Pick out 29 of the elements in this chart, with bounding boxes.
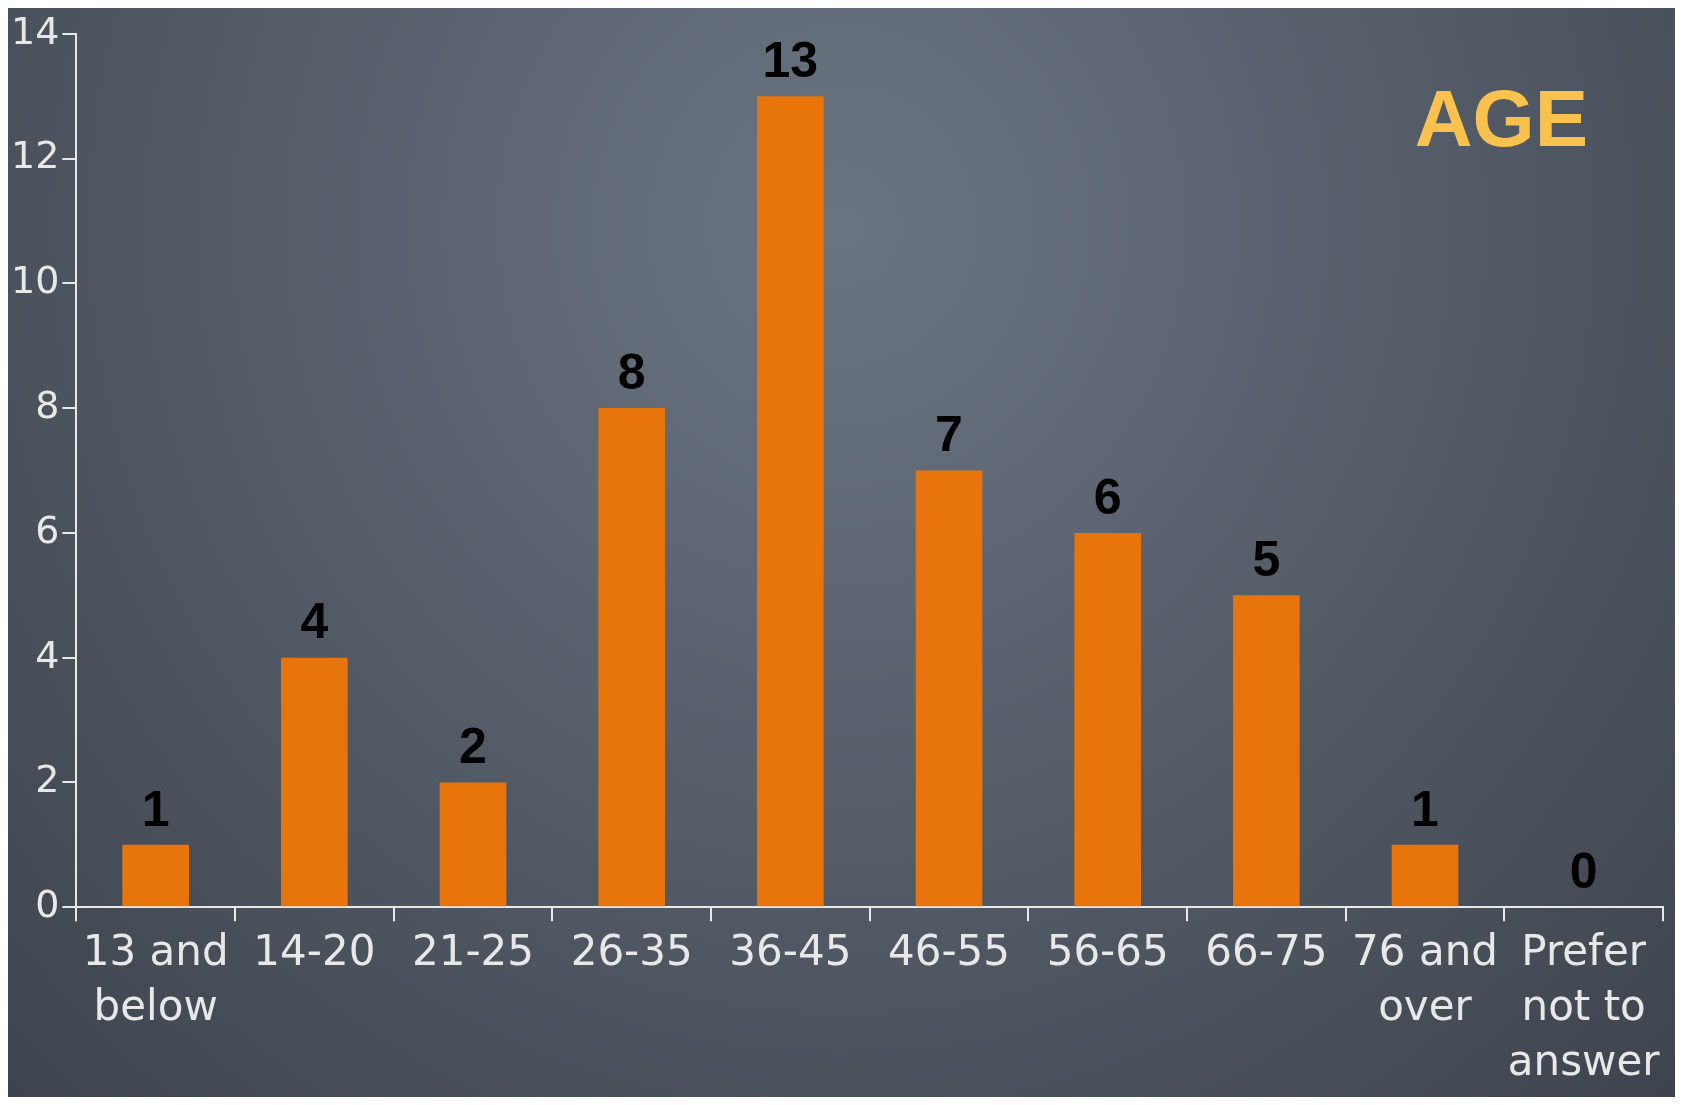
y-tick-label: 2 [35,757,60,802]
data-label: 6 [1093,468,1122,525]
x-tick-label: 46-55 [887,926,1011,976]
y-tick-label: 10 [10,258,60,303]
y-tick-label: 6 [35,507,60,552]
data-label: 1 [141,780,170,837]
x-tick-label: 14-20 [253,926,376,976]
y-tick-label: 12 [10,133,60,178]
data-label: 13 [762,31,819,88]
x-tick-label: 36-45 [729,926,852,976]
y-tick-label: 8 [35,382,60,427]
data-label: 0 [1569,842,1598,899]
x-tick-label: 26-35 [570,926,693,976]
data-label: 1 [1411,780,1439,837]
data-label: 2 [459,718,487,775]
data-label: 5 [1252,531,1281,588]
y-tick-label: 0 [35,882,60,927]
data-label: 4 [300,593,329,650]
data-label: 7 [935,406,963,463]
x-tick-label: 21-25 [411,926,535,976]
x-tick-label: 56-65 [1046,926,1169,976]
x-tick-label: Prefer not to answer [1507,926,1661,1085]
x-tick-label: 66-75 [1205,926,1328,976]
x-tick-label: 13 and below [82,926,229,1031]
data-label: 8 [617,343,646,400]
text: AGE [1414,73,1588,163]
x-tick-label: 76 and over [1352,926,1498,1031]
y-tick-label: 14 [10,8,60,53]
y-tick-label: 4 [35,632,60,677]
